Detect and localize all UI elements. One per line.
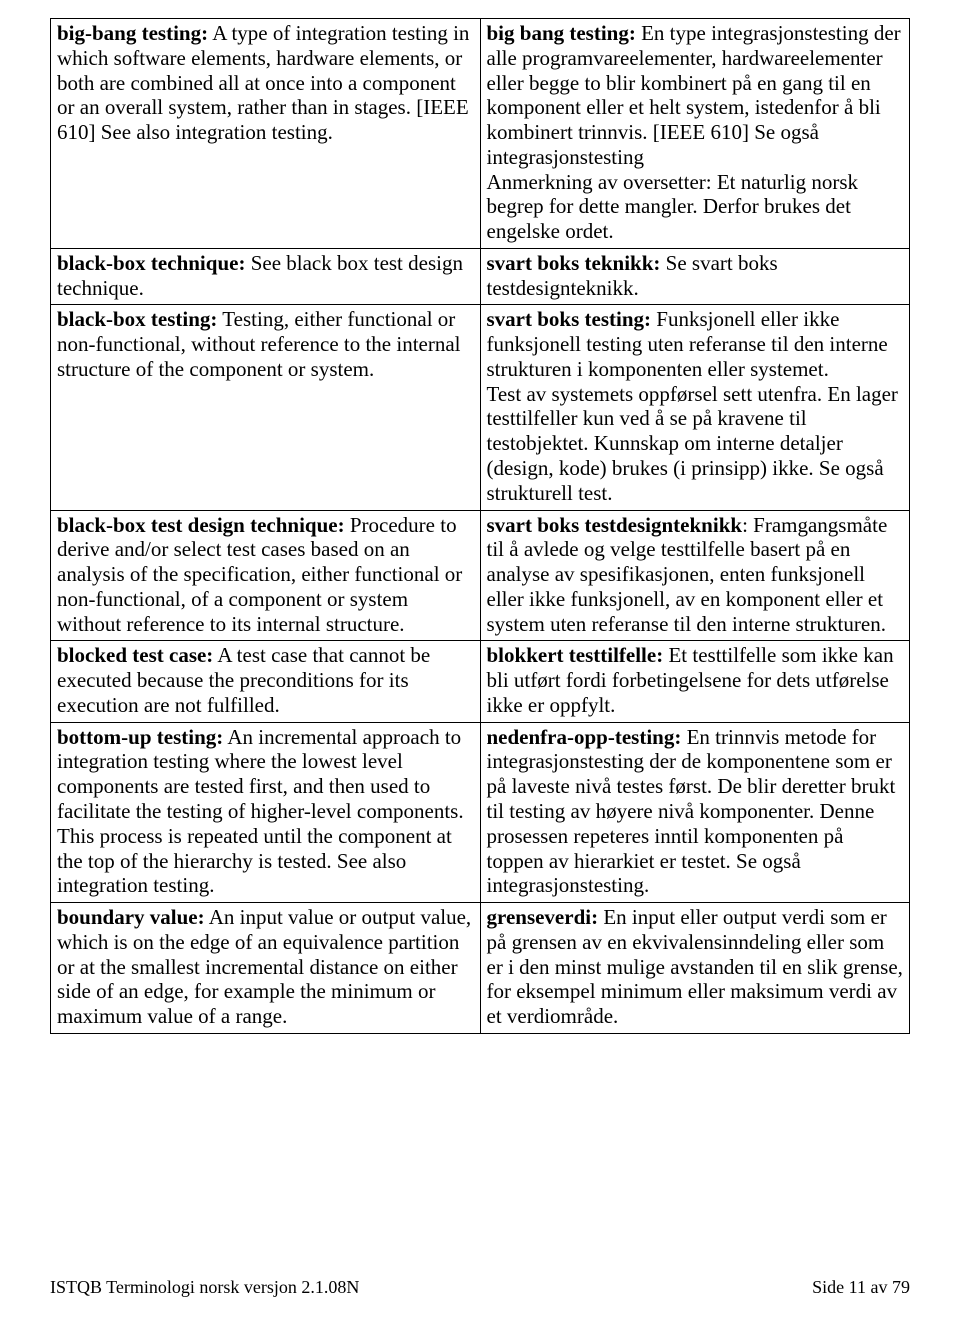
cell-norwegian: svart boks testdesignteknikk: Framgangsm… <box>480 510 910 641</box>
cell-english: big-bang testing: A type of integration … <box>51 19 481 249</box>
def-norwegian: En trinnvis metode for integrasjonstesti… <box>487 725 896 898</box>
term-norwegian: svart boks testing: <box>487 307 652 331</box>
table-row: big-bang testing: A type of integration … <box>51 19 910 249</box>
term-english: bottom-up testing: <box>57 725 223 749</box>
term-english: blocked test case: <box>57 643 213 667</box>
page-footer: ISTQB Terminologi norsk versjon 2.1.08N … <box>50 1277 910 1298</box>
def-english: An incremental approach to integration t… <box>57 725 464 898</box>
glossary-table: big-bang testing: A type of integration … <box>50 18 910 1034</box>
term-english: big-bang testing: <box>57 21 208 45</box>
cell-english: boundary value: An input value or output… <box>51 903 481 1034</box>
term-norwegian: blokkert testtilfelle: <box>487 643 664 667</box>
cell-norwegian: big bang testing: En type integrasjonste… <box>480 19 910 249</box>
cell-norwegian: blokkert testtilfelle: Et testtilfelle s… <box>480 641 910 722</box>
term-norwegian: svart boks testdesignteknikk <box>487 513 743 537</box>
term-norwegian: big bang testing: <box>487 21 636 45</box>
table-row: black-box technique: See black box test … <box>51 248 910 305</box>
note-norwegian: Anmerkning av oversetter: Et naturlig no… <box>487 170 859 244</box>
term-norwegian: grenseverdi: <box>487 905 599 929</box>
table-row: black-box test design technique: Procedu… <box>51 510 910 641</box>
term-norwegian: nedenfra-opp-testing: <box>487 725 682 749</box>
cell-norwegian: nedenfra-opp-testing: En trinnvis metode… <box>480 722 910 902</box>
note-norwegian: Test av systemets oppførsel sett utenfra… <box>487 382 898 505</box>
cell-english: bottom-up testing: An incremental approa… <box>51 722 481 902</box>
cell-english: black-box testing: Testing, either funct… <box>51 305 481 510</box>
table-row: blocked test case: A test case that cann… <box>51 641 910 722</box>
table-row: bottom-up testing: An incremental approa… <box>51 722 910 902</box>
term-english: black-box technique: <box>57 251 245 275</box>
term-english: boundary value: <box>57 905 205 929</box>
footer-right: Side 11 av 79 <box>812 1277 910 1298</box>
cell-norwegian: svart boks teknikk: Se svart boks testde… <box>480 248 910 305</box>
cell-english: black-box technique: See black box test … <box>51 248 481 305</box>
page-content: big-bang testing: A type of integration … <box>0 0 960 1034</box>
table-row: black-box testing: Testing, either funct… <box>51 305 910 510</box>
footer-left: ISTQB Terminologi norsk versjon 2.1.08N <box>50 1277 359 1298</box>
cell-norwegian: grenseverdi: En input eller output verdi… <box>480 903 910 1034</box>
cell-norwegian: svart boks testing: Funksjonell eller ik… <box>480 305 910 510</box>
cell-english: black-box test design technique: Procedu… <box>51 510 481 641</box>
term-english: black-box testing: <box>57 307 217 331</box>
cell-english: blocked test case: A test case that cann… <box>51 641 481 722</box>
term-norwegian: svart boks teknikk: <box>487 251 661 275</box>
term-english: black-box test design technique: <box>57 513 345 537</box>
table-row: boundary value: An input value or output… <box>51 903 910 1034</box>
